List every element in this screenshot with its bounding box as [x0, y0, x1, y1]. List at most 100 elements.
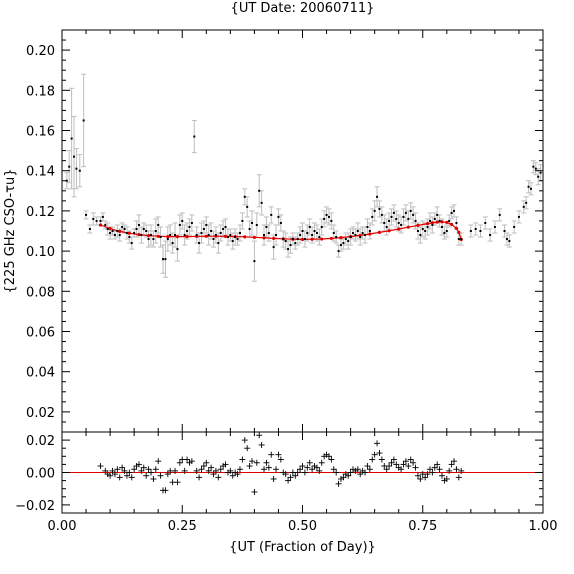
tau-point [424, 230, 427, 232]
tau-point [279, 221, 282, 224]
tau-points [65, 119, 542, 263]
tau-fit-point [146, 234, 151, 238]
tau-fit-point [137, 233, 141, 237]
tau-point [383, 221, 386, 224]
tau-point [388, 219, 391, 222]
tau-point [130, 242, 133, 245]
tau-fit-curve [98, 220, 463, 242]
tau-point [431, 223, 434, 226]
tau-point [198, 242, 201, 245]
residual-point [330, 466, 337, 473]
tau-point [303, 238, 306, 241]
residual-point [198, 466, 205, 473]
x-tick-label: 0.25 [168, 519, 197, 534]
tau-fit-point [223, 234, 228, 239]
residual-point [157, 472, 164, 479]
tau-point [154, 230, 157, 232]
residual-point [335, 480, 342, 487]
residual-point [128, 474, 135, 481]
residual-point [436, 466, 443, 473]
tau-point [75, 167, 78, 170]
residual-point [390, 456, 397, 463]
tau-point [92, 217, 95, 220]
residual-point [131, 466, 138, 473]
tau-point [400, 223, 403, 226]
residual-point [116, 474, 123, 481]
tau-point [78, 169, 81, 172]
residual-point [263, 459, 270, 466]
residual-point [448, 461, 455, 468]
tau-point [234, 236, 237, 239]
residual-point [424, 471, 431, 478]
tau-point [344, 238, 347, 241]
tau-point [414, 219, 417, 222]
residual-point [203, 459, 210, 466]
tau-fit-point [175, 235, 180, 239]
tau-point [371, 215, 374, 218]
tau-point [135, 227, 138, 230]
tau-point [183, 234, 186, 237]
tau-point [450, 211, 453, 214]
tau-point [532, 165, 535, 168]
residual-point [309, 466, 316, 473]
residual-axis-ticks [61, 431, 544, 514]
tau-fit-point [425, 221, 430, 226]
tau-point [332, 232, 335, 235]
tau-point [404, 211, 407, 214]
residual-point [386, 463, 393, 470]
chart-title: {UT Date: 20060711} [231, 1, 375, 16]
residual-point [174, 479, 181, 486]
y-tick-label: 0.02 [26, 406, 55, 421]
tau-point [174, 234, 177, 237]
tau-fit-point [320, 237, 324, 241]
tau-point [330, 219, 333, 222]
residual-point [222, 461, 229, 468]
residual-point [251, 488, 258, 495]
tau-point [498, 213, 501, 216]
residual-point [258, 441, 265, 448]
tau-point [503, 230, 506, 232]
tau-point [265, 225, 268, 228]
tau-point [527, 185, 530, 188]
tau-point [416, 230, 419, 232]
residual-point [366, 466, 373, 473]
tau-point [354, 234, 357, 237]
residual-point [345, 472, 352, 479]
tau-point [270, 213, 273, 216]
residual-point [316, 467, 323, 474]
tau-point [137, 223, 140, 226]
tau-fit-point [397, 227, 401, 231]
x-tick-label: 0.50 [288, 519, 317, 534]
residual-point [383, 466, 390, 473]
residual-point [402, 458, 409, 465]
tau-point [460, 238, 463, 241]
residual-point [155, 458, 162, 465]
tau-point [419, 234, 422, 237]
tau-point [113, 234, 116, 237]
tau-fit-point [127, 231, 131, 235]
residual-point [434, 461, 441, 468]
residual-point [145, 466, 152, 473]
residual-point [97, 463, 104, 470]
residual-point [234, 471, 241, 478]
residual-point [410, 459, 417, 466]
residual-point [340, 474, 347, 481]
y-tick-label: 0.16 [26, 125, 55, 140]
tau-point [140, 234, 143, 237]
tau-point [489, 234, 492, 237]
y-tick-label: 0.08 [26, 285, 55, 300]
residual-point [325, 453, 332, 460]
residual-point [362, 469, 369, 476]
tau-point [176, 248, 179, 251]
tau-point [352, 232, 355, 235]
tau-point [539, 171, 542, 174]
tau-point [493, 225, 496, 228]
residual-point [287, 474, 294, 481]
tau-point [224, 225, 227, 228]
tau-point [323, 217, 326, 220]
tau-point [190, 221, 193, 224]
tau-point [426, 225, 429, 228]
residual-point [301, 469, 308, 476]
tau-fit-point [166, 235, 170, 239]
tau-point [315, 232, 318, 235]
